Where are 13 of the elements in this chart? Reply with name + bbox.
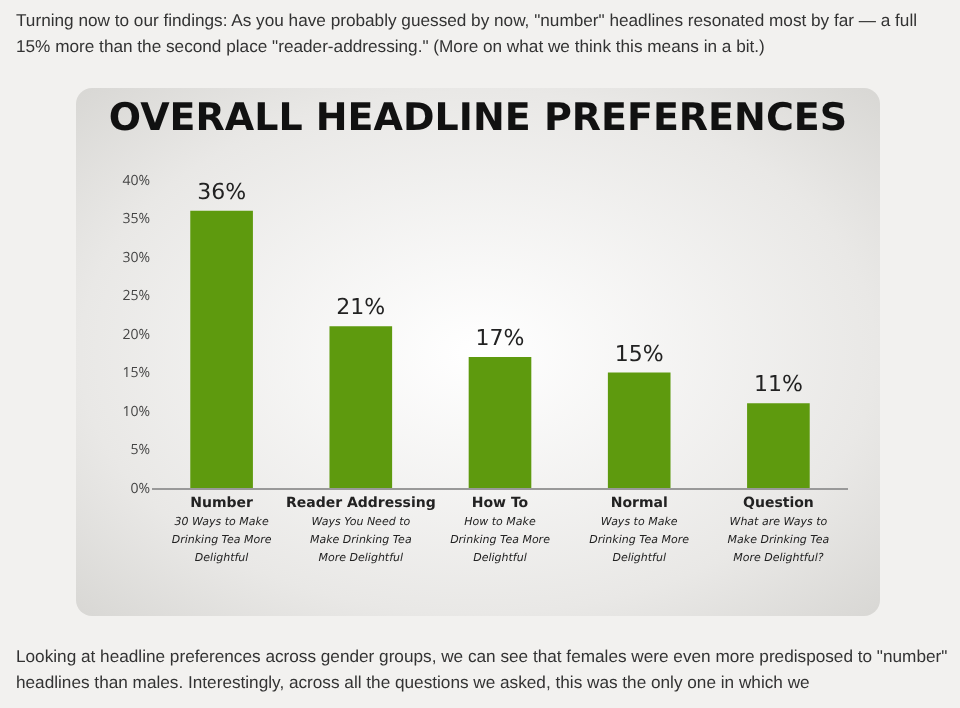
bar <box>329 326 393 488</box>
chart-title: OVERALL HEADLINE PREFERENCES <box>108 96 848 141</box>
data-label: 15% <box>614 340 664 367</box>
data-label: 21% <box>336 294 386 321</box>
data-label: 17% <box>475 325 525 352</box>
bar <box>190 210 253 488</box>
bar <box>747 403 810 488</box>
text: Looking at headline preferences across gender groups, we can see that females were even more predisposed to "number" headlines than males. Interestingly, across all the questions we asked, this was the only one in which we <box>16 644 950 696</box>
bar <box>468 357 532 488</box>
data-label: 36% <box>197 178 247 205</box>
data-label: 11% <box>753 371 803 398</box>
text: Turning now to our findings: As you have probably guessed by now, "number" headlines resonated most by far — a full 15% more than the second place "reader-addressing." (More on what we think this means in a bit.) <box>16 8 920 60</box>
bar <box>607 372 671 488</box>
